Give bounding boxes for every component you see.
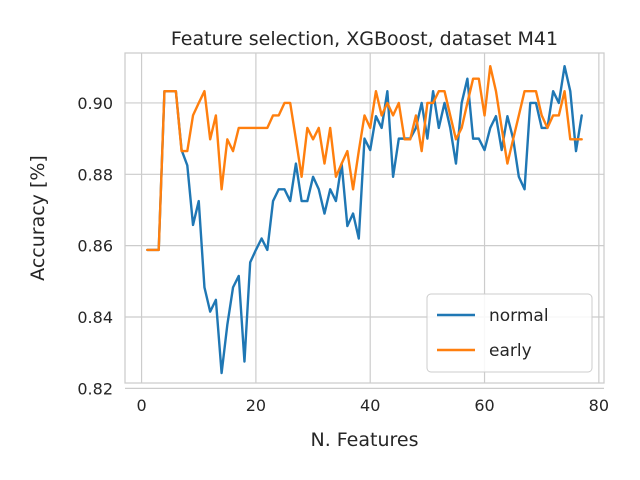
- series-lines: [146, 64, 583, 375]
- x-tick-label: 20: [246, 396, 266, 415]
- y-tick-label: 0.88: [77, 165, 113, 184]
- x-tick-label: 0: [136, 396, 146, 415]
- legend-box: [426, 293, 593, 373]
- y-tick-label: 0.82: [77, 379, 113, 398]
- y-tick-label: 0.84: [77, 308, 113, 327]
- y-axis-label: Accuracy [%]: [27, 155, 49, 281]
- series-line-early: [146, 64, 583, 252]
- legend: normal early: [426, 293, 593, 373]
- legend-label-early: early: [489, 341, 532, 361]
- chart-title: Feature selection, XGBoost, dataset M41: [171, 28, 558, 50]
- x-tick-label: 60: [474, 396, 494, 415]
- y-tick-label: 0.86: [77, 237, 113, 256]
- x-axis-ticks: 0 20 40 60 80: [136, 396, 609, 415]
- y-tick-label: 0.90: [77, 94, 113, 113]
- series-line-normal: [146, 64, 583, 375]
- x-tick-label: 80: [589, 396, 609, 415]
- legend-label-normal: normal: [489, 306, 549, 326]
- x-axis-label: N. Features: [311, 429, 419, 451]
- y-axis-ticks: 0.82 0.84 0.86 0.88 0.90: [77, 94, 113, 398]
- plot-frame: [124, 52, 605, 384]
- x-tick-label: 40: [360, 396, 380, 415]
